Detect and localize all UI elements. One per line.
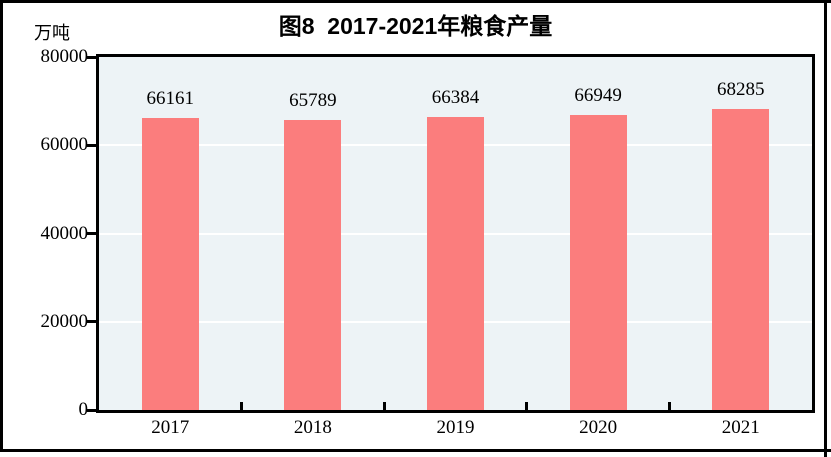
x-axis-boundary-tick <box>240 402 244 410</box>
x-axis-label-2019: 2019 <box>436 417 475 438</box>
bar-2017 <box>141 118 199 410</box>
x-axis-boundary-tick <box>667 402 671 410</box>
chart-title: 图8 2017-2021年粮食产量 <box>278 13 553 39</box>
x-axis-boundary-tick <box>382 402 386 410</box>
bar-2021 <box>712 108 770 410</box>
bar-2019 <box>427 117 484 410</box>
document-frame-top-border <box>0 0 831 3</box>
plot-area: 66161 65789 66384 66949 68285 <box>96 54 815 413</box>
bar-value-label-2020: 66949 <box>574 84 622 106</box>
x-axis-label-2017: 2017 <box>151 417 190 438</box>
bar-2018 <box>284 119 342 410</box>
y-axis-tick-mark <box>87 55 97 59</box>
x-axis-label-2020: 2020 <box>579 417 618 438</box>
x-axis-boundary-tick <box>525 402 529 410</box>
bar-value-label-2018: 65789 <box>289 89 337 111</box>
y-axis-label-40000: 40000 <box>40 222 89 244</box>
document-frame-left-border <box>0 0 3 451</box>
x-axis-label-2018: 2018 <box>293 417 332 438</box>
x-axis-label-2021: 2021 <box>721 417 760 438</box>
y-axis-label-0: 0 <box>78 399 89 420</box>
y-axis-label-80000: 80000 <box>40 46 89 67</box>
document-frame-bottom-border <box>0 449 831 452</box>
document-frame-right-border <box>824 0 827 457</box>
y-axis-unit-label: 万吨 <box>34 23 70 43</box>
bar-value-label-2019: 66384 <box>431 87 480 109</box>
y-axis-label-60000: 60000 <box>40 134 89 156</box>
y-axis-tick-mark <box>87 232 97 235</box>
y-axis-tick-mark <box>87 143 97 147</box>
bar-value-label-2021: 68285 <box>716 78 765 100</box>
bar-2020 <box>569 114 627 410</box>
y-axis-label-20000: 20000 <box>40 310 89 332</box>
bar-value-label-2017: 66161 <box>146 88 195 110</box>
y-axis-tick-mark <box>87 320 97 324</box>
y-axis-tick-mark <box>87 408 97 412</box>
